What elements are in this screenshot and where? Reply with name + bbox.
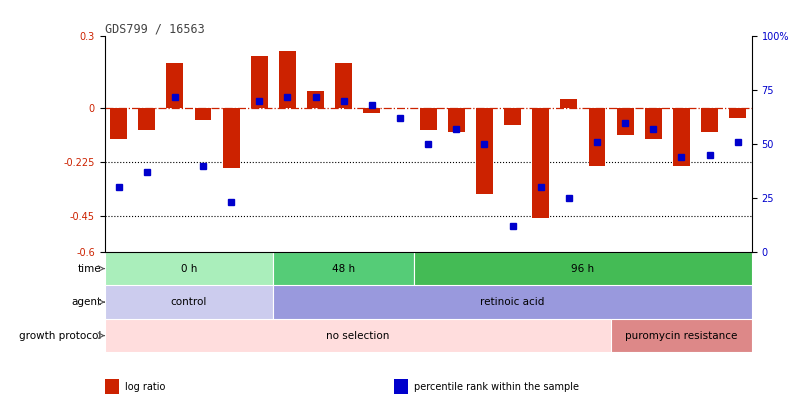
Text: growth protocol: growth protocol [19, 330, 101, 341]
Bar [222, 108, 239, 168]
Bar [419, 108, 436, 130]
Text: log ratio: log ratio [124, 382, 165, 392]
Text: 96 h: 96 h [571, 264, 593, 274]
Bar [588, 108, 605, 166]
Text: puromycin resistance: puromycin resistance [625, 330, 736, 341]
Bar [110, 108, 127, 139]
Bar [532, 108, 548, 218]
Bar [104, 319, 610, 352]
Bar [307, 92, 324, 108]
Bar [447, 108, 464, 132]
Bar [503, 108, 520, 125]
Bar [104, 286, 273, 319]
Bar [104, 252, 273, 286]
Text: 48 h: 48 h [332, 264, 355, 274]
Bar [138, 108, 155, 130]
Bar [616, 108, 633, 134]
Bar [475, 108, 492, 194]
Bar [560, 99, 577, 108]
Bar [728, 108, 745, 118]
Bar [273, 252, 414, 286]
Text: retinoic acid: retinoic acid [479, 297, 544, 307]
Bar [414, 252, 751, 286]
Bar [273, 286, 751, 319]
Text: control: control [170, 297, 207, 307]
Text: agent: agent [71, 297, 101, 307]
Bar [166, 63, 183, 108]
Bar [194, 108, 211, 120]
Text: GDS799 / 16563: GDS799 / 16563 [104, 22, 204, 35]
Bar [644, 108, 661, 139]
Text: time: time [78, 264, 101, 274]
Bar [335, 63, 352, 108]
Bar [672, 108, 689, 166]
Text: 0 h: 0 h [181, 264, 197, 274]
Bar [279, 51, 296, 108]
Bar [251, 55, 267, 108]
Text: percentile rank within the sample: percentile rank within the sample [414, 382, 578, 392]
Text: no selection: no selection [326, 330, 389, 341]
Bar [610, 319, 751, 352]
Bar [363, 108, 380, 113]
Bar [700, 108, 717, 132]
